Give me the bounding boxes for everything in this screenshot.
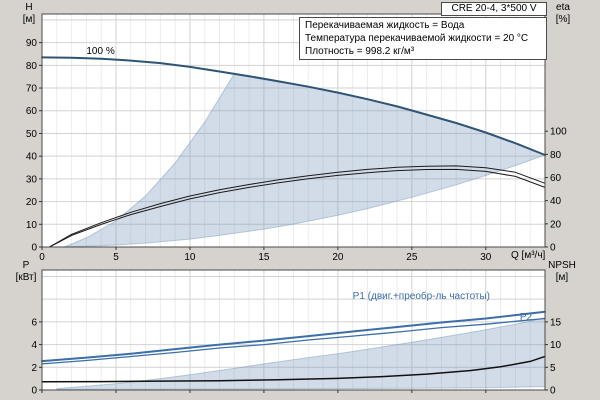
- y-left-tick-label: 10: [26, 220, 38, 231]
- y-left-tick-label: 50: [26, 129, 38, 140]
- p2-curve-label: P2: [519, 311, 533, 323]
- x-tick-label: 15: [258, 252, 270, 263]
- y-right-tick-label: 10: [550, 340, 562, 351]
- y-right-tick-label: 15: [550, 317, 562, 328]
- liquid-info-box: Перекачиваемая жидкость = Вода Температу…: [299, 17, 547, 60]
- curve-P2: [41, 317, 546, 365]
- head-axis-unit: [м]: [22, 14, 36, 25]
- curve-H-100pct-speed: [41, 56, 546, 156]
- y-right-tick-label: 100: [550, 127, 567, 138]
- y-right-tick-label: 40: [550, 196, 562, 207]
- y-left-tick-label: 60: [26, 106, 38, 117]
- y-left-tick-label: 20: [26, 197, 38, 208]
- power-axis-unit: [кВт]: [15, 272, 37, 283]
- npsh-axis-label: NPSH [м]: [540, 260, 584, 284]
- y-left-tick-label: 40: [26, 152, 38, 163]
- p1-curve-label: P1 (двиг.+преобр-ль частоты): [352, 291, 491, 303]
- info-line-density: Плотность = 998.2 кг/м³: [305, 46, 415, 57]
- plot-frame: [41, 13, 546, 248]
- npsh-axis-unit: [м]: [555, 272, 569, 283]
- y-right-tick-label: 60: [550, 173, 562, 184]
- head-axis-symbol: H: [25, 2, 33, 13]
- info-line-liquid: Перекачиваемая жидкость = Вода: [305, 20, 465, 31]
- x-tick-label: 25: [406, 252, 418, 263]
- curve-eta-total: [48, 168, 546, 248]
- y-left-tick-label: 70: [26, 84, 38, 95]
- curve-NPSH: [41, 355, 546, 383]
- y-left-tick-label: 0: [31, 243, 37, 254]
- info-line-temperature: Температура перекачиваемой жидкости = 20…: [305, 33, 529, 44]
- speed-100-percent-label: 100 %: [86, 46, 115, 58]
- y-right-tick-label: 0: [550, 386, 556, 397]
- curve-P1: [41, 310, 546, 363]
- y-left-tick-label: 90: [26, 38, 38, 49]
- x-tick-label: 5: [113, 252, 119, 263]
- x-tick-label: 20: [332, 252, 344, 263]
- y-right-tick-label: 5: [550, 363, 556, 374]
- y-left-tick-label: 2: [31, 363, 37, 374]
- y-left-tick-label: 30: [26, 174, 38, 185]
- y-right-tick-label: 80: [550, 150, 562, 161]
- x-tick-label: 10: [184, 252, 196, 263]
- eta-axis-label: eta [%]: [546, 2, 580, 26]
- y-left-tick-label: 0: [31, 386, 37, 397]
- power-axis-label: P [кВт]: [8, 260, 44, 284]
- y-right-tick-label: 0: [550, 243, 556, 254]
- plot-frame: [41, 269, 546, 391]
- y-left-tick-label: 80: [26, 61, 38, 72]
- eta-axis-symbol: eta: [556, 2, 570, 13]
- x-tick-label: 0: [39, 252, 45, 263]
- pump-model-title: CRE 20-4, 3*500 V: [441, 2, 547, 16]
- head-axis-label: H [м]: [14, 2, 44, 26]
- y-left-tick-label: 4: [31, 340, 37, 351]
- curve-eta-pump: [48, 165, 546, 248]
- npsh-axis-symbol: NPSH: [548, 260, 576, 271]
- operating-envelope: [56, 317, 546, 390]
- y-left-tick-label: 6: [31, 317, 37, 328]
- y-right-tick-label: 20: [550, 219, 562, 230]
- eta-axis-unit: [%]: [555, 14, 571, 25]
- flow-axis-label: Q [м³/ч]: [511, 250, 546, 261]
- x-tick-label: 30: [480, 252, 492, 263]
- power-axis-symbol: P: [22, 260, 30, 271]
